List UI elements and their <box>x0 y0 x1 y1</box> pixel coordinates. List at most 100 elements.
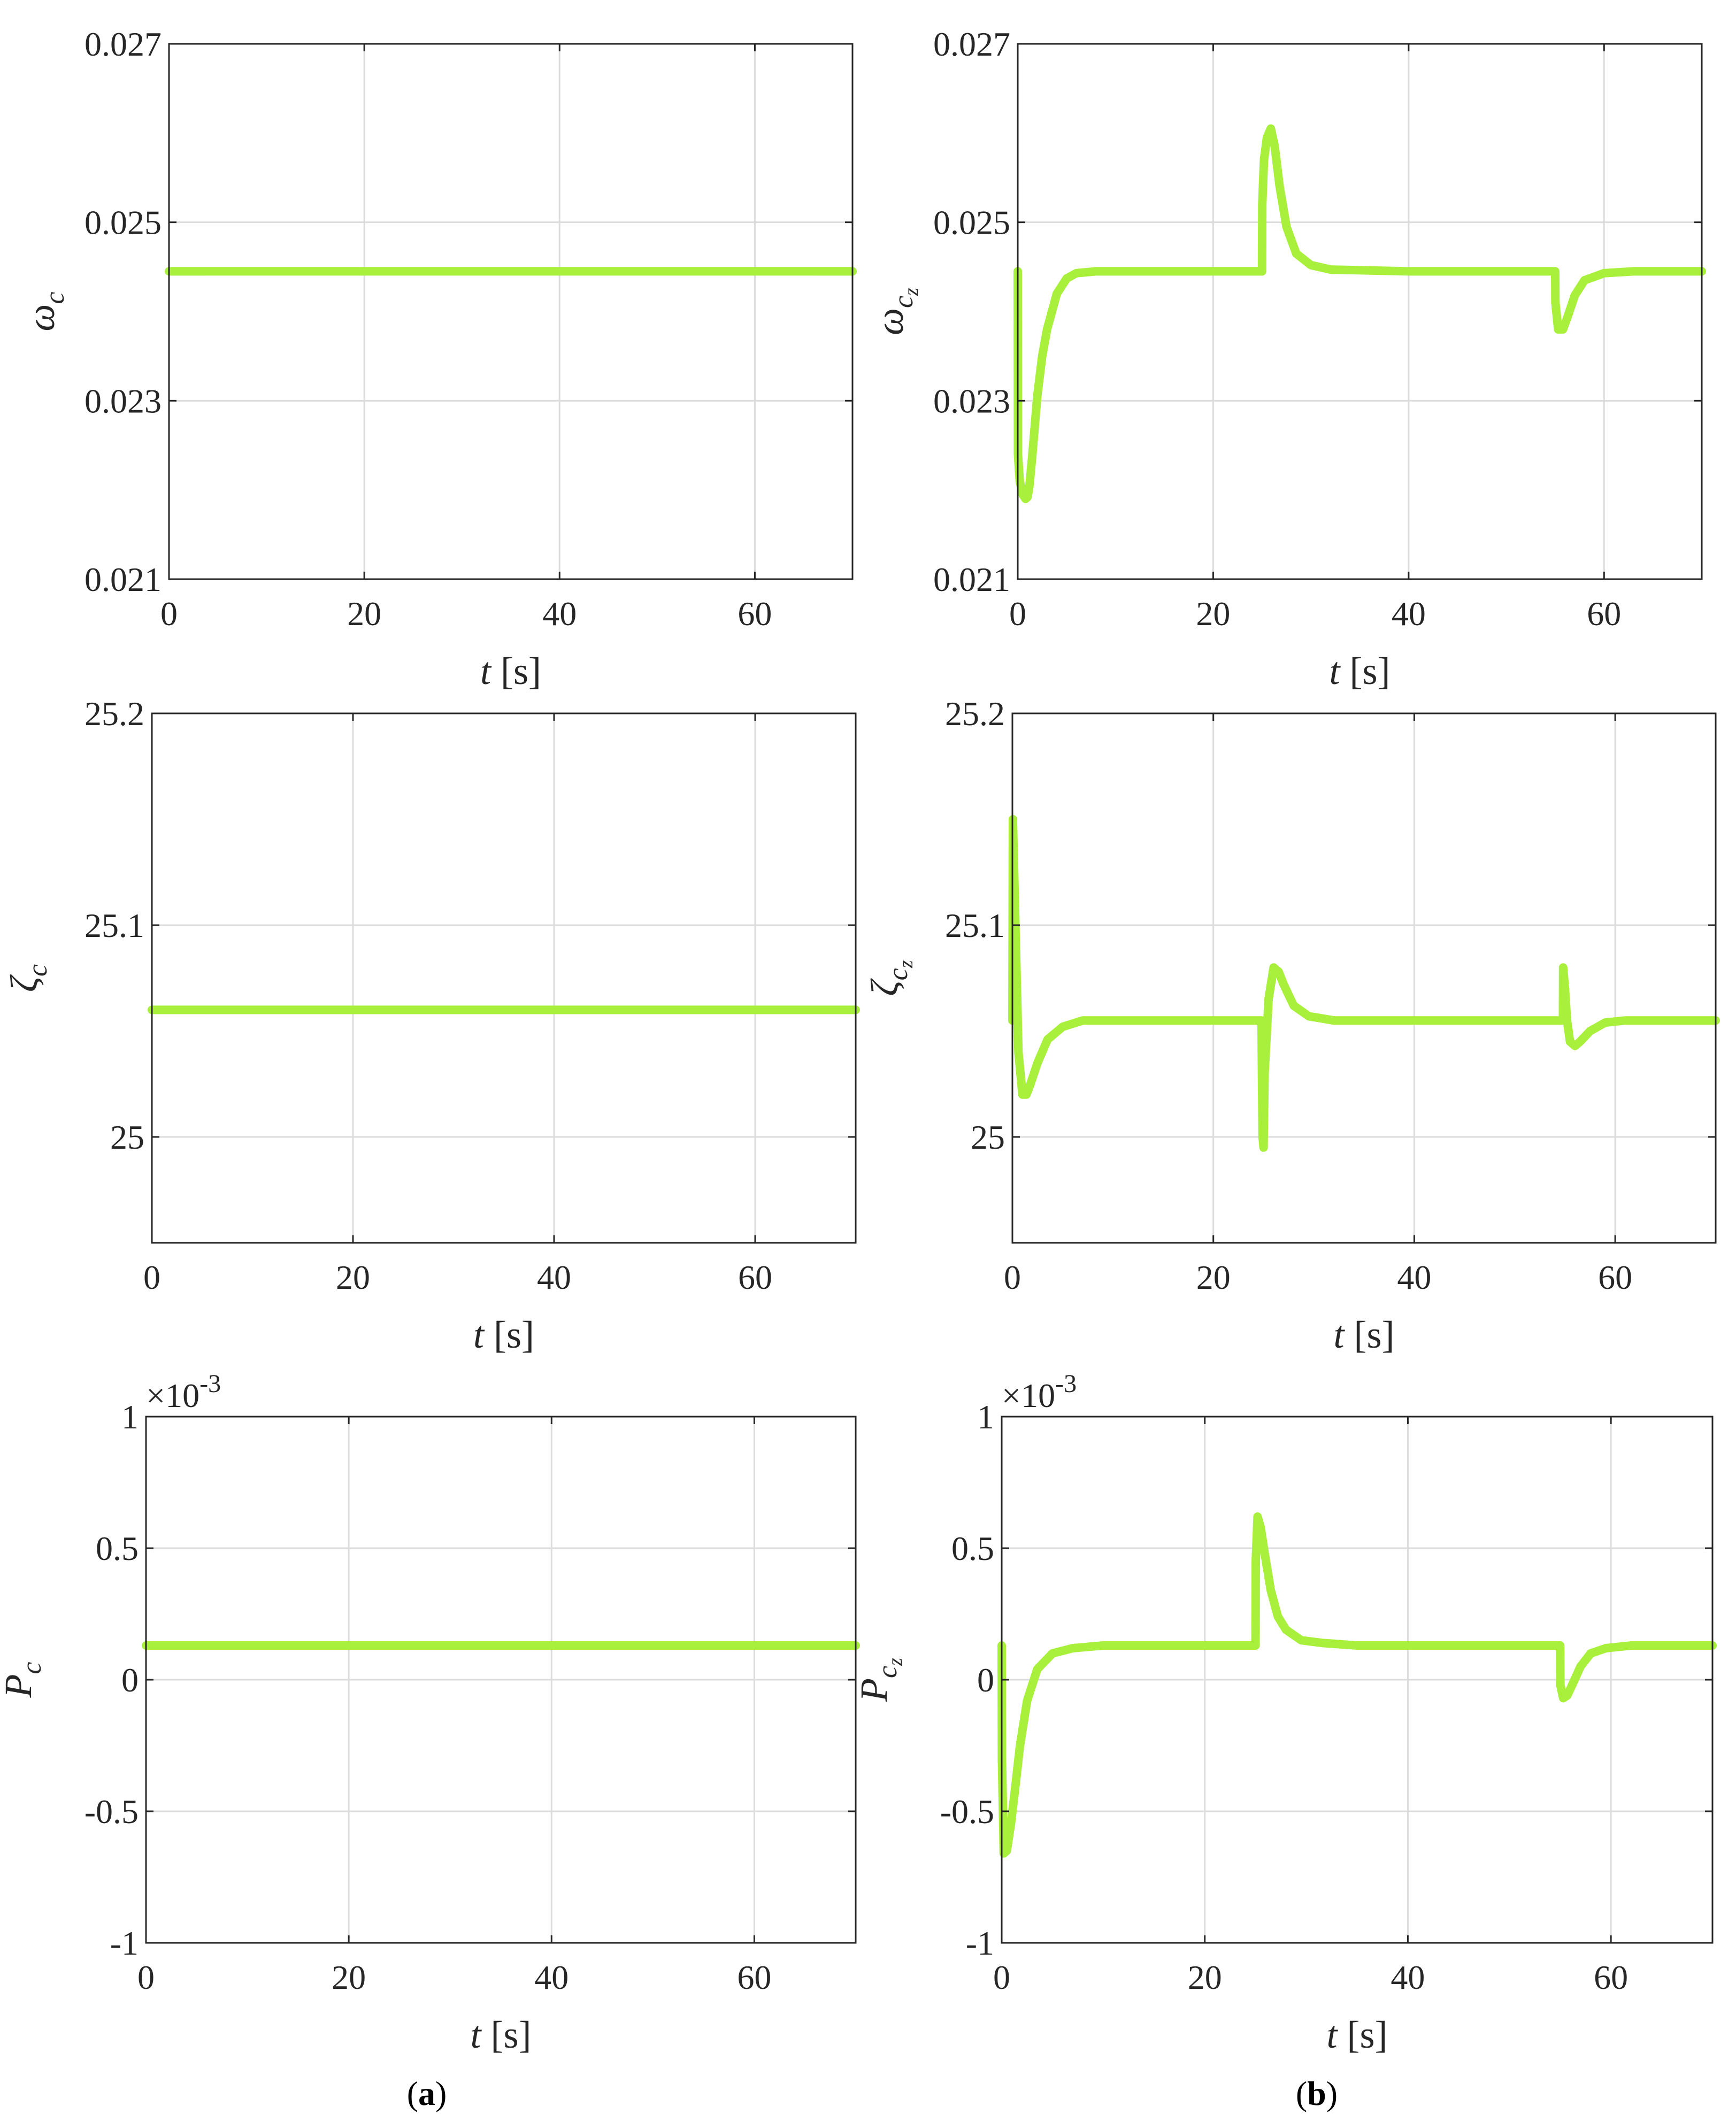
x-axis-label: t [s] <box>471 2013 532 2056</box>
x-tick-label: 20 <box>1188 1958 1222 1996</box>
series-line <box>1008 815 1720 1152</box>
y-tick-label: -1 <box>110 1924 139 1962</box>
y-axis-label: ωcz <box>869 288 923 335</box>
x-tick-label: 60 <box>738 595 772 633</box>
y-axis-label: Pcz <box>852 1658 907 1702</box>
x-tick-label: 20 <box>347 595 381 633</box>
x-axis-var: t <box>471 2013 482 2056</box>
y-tick-label: 25.1 <box>85 906 144 944</box>
y-tick-label: 0.5 <box>96 1529 139 1567</box>
y-axis-exponent-power: -3 <box>1055 1370 1077 1398</box>
y-axis-symbol: ζ <box>863 978 906 996</box>
x-tick-label: 40 <box>1392 595 1426 633</box>
y-tick-label: 0.023 <box>85 382 162 420</box>
x-tick-label: 60 <box>738 1258 772 1296</box>
y-tick-label: 0.5 <box>951 1529 994 1567</box>
y-tick-label: 0.025 <box>85 204 162 242</box>
y-tick-label: 0.027 <box>933 25 1010 63</box>
y-tick-label: 25 <box>971 1118 1005 1156</box>
x-tick-label: 60 <box>1598 1258 1632 1296</box>
y-tick-label: 25.1 <box>945 906 1005 944</box>
x-axis-label: t [s] <box>480 650 541 693</box>
y-axis-exponent-power: -3 <box>199 1370 221 1398</box>
panel-omega_c: 0 20 40 60 0.021 0.023 0.025 0.027 t [s] ωc <box>20 25 857 693</box>
y-axis-subscript: c <box>17 1662 47 1674</box>
x-axis-var: t <box>1334 1313 1346 1356</box>
y-tick-label: 0 <box>121 1661 139 1699</box>
x-tick-label: 60 <box>737 1958 771 1996</box>
y-axis-symbol: P <box>0 1674 40 1698</box>
x-axis-label: t [s] <box>1327 2013 1388 2056</box>
y-tick-label: 0.021 <box>933 560 1010 598</box>
axes-frame <box>168 43 854 580</box>
x-tick-label: 0 <box>143 1258 160 1296</box>
y-axis-subscript: c <box>872 1666 903 1678</box>
x-tick-label: 0 <box>160 595 178 633</box>
x-tick-label: 40 <box>542 595 577 633</box>
x-tick-label: 40 <box>1397 1258 1431 1296</box>
y-axis-label: ωc <box>20 292 70 332</box>
axes-frame <box>1017 43 1703 580</box>
y-tick-label: 0 <box>977 1661 994 1699</box>
y-axis-exponent-base: ×10 <box>146 1377 199 1414</box>
y-tick-label: 25.2 <box>85 695 144 733</box>
x-axis-label: t [s] <box>1334 1313 1395 1356</box>
x-axis-var: t <box>480 650 492 693</box>
x-axis-unit: [s] <box>484 1313 534 1356</box>
y-axis-subscript: c <box>888 296 919 308</box>
x-axis-label: t [s] <box>473 1313 534 1356</box>
x-tick-label: 40 <box>1391 1958 1425 1996</box>
y-tick-label: 25 <box>110 1118 144 1156</box>
series-line <box>1013 124 1706 503</box>
y-tick-label: -0.5 <box>940 1793 994 1831</box>
x-tick-label: 40 <box>537 1258 571 1296</box>
panel-P_cz: 0 20 40 60 -1 -0.5 0 0.5 1 t [s] Pcz ×10-3 <box>852 1370 1717 2056</box>
x-axis-unit: [s] <box>1345 1313 1395 1356</box>
caption-b-letter: b <box>1307 2074 1326 2112</box>
y-axis-subsubscript: z <box>900 288 923 296</box>
y-axis-symbol: P <box>852 1678 895 1702</box>
y-tick-label: 0.025 <box>933 204 1010 242</box>
axes-frame <box>1011 712 1717 1244</box>
x-tick-label: 0 <box>1009 595 1026 633</box>
y-axis-symbol: ω <box>869 308 911 335</box>
x-tick-label: 20 <box>1196 1258 1231 1296</box>
y-axis-label: ζc <box>3 964 53 992</box>
y-axis-label: Pc <box>0 1662 47 1698</box>
caption-a: (a) <box>407 2074 447 2112</box>
y-tick-label: -1 <box>966 1924 994 1962</box>
x-axis-unit: [s] <box>1338 2013 1388 2056</box>
y-axis-subsubscript: z <box>895 960 917 968</box>
x-tick-label: 60 <box>1587 595 1621 633</box>
x-axis-label: t [s] <box>1330 650 1391 693</box>
y-axis-subscript: c <box>40 292 70 304</box>
y-axis-exponent-base: ×10 <box>1002 1377 1055 1414</box>
x-axis-var: t <box>1330 650 1341 693</box>
caption-a-letter: a <box>418 2074 435 2112</box>
panel-omega_cz: 0 20 40 60 0.021 0.023 0.025 0.027 t [s] ωcz <box>869 25 1706 693</box>
y-axis-exponent: ×10-3 <box>1002 1370 1077 1414</box>
x-axis-unit: [s] <box>481 2013 532 2056</box>
y-tick-label: 1 <box>121 1398 139 1436</box>
y-axis-symbol: ω <box>20 304 63 332</box>
y-axis-symbol: ζ <box>3 974 45 992</box>
x-axis-unit: [s] <box>1340 650 1391 693</box>
y-tick-label: 0.027 <box>85 25 162 63</box>
x-tick-label: 0 <box>137 1958 155 1996</box>
y-tick-label: 0.021 <box>85 560 162 598</box>
x-tick-label: 20 <box>1196 595 1230 633</box>
x-tick-label: 20 <box>332 1958 366 1996</box>
x-axis-var: t <box>1327 2013 1339 2056</box>
y-axis-exponent: ×10-3 <box>146 1370 221 1414</box>
series-line <box>997 1512 1717 1858</box>
x-tick-label: 0 <box>1004 1258 1021 1296</box>
axes-frame <box>151 712 857 1244</box>
y-axis-subscript: c <box>22 964 53 977</box>
y-tick-label: 1 <box>977 1398 994 1436</box>
y-axis-label: ζcz <box>863 960 917 996</box>
x-axis-var: t <box>473 1313 485 1356</box>
caption-b: (b) <box>1296 2074 1338 2112</box>
